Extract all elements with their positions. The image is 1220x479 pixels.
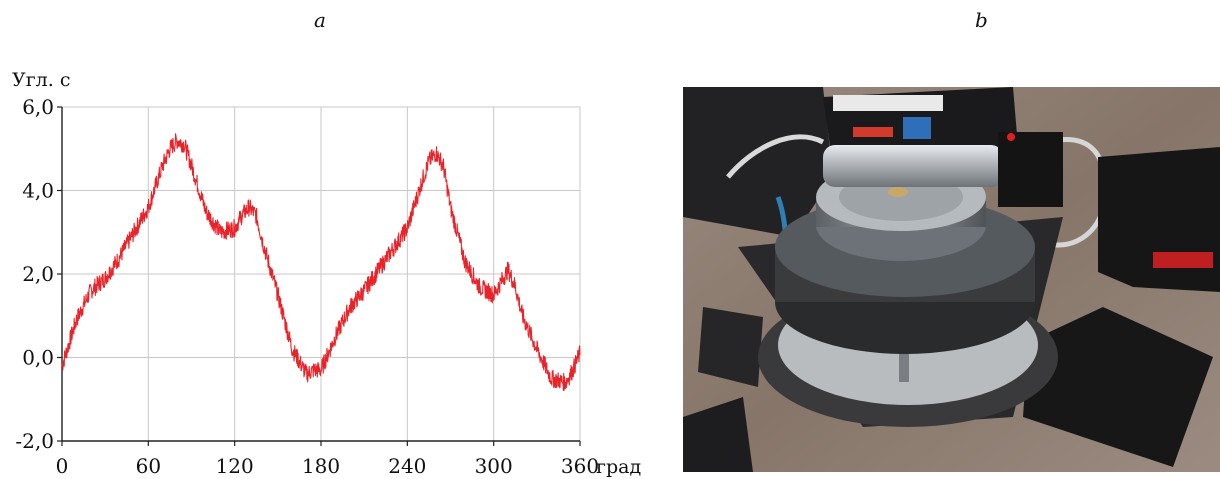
rotary-stand-photo-art: [683, 87, 1220, 472]
y-tick-label: 2,0: [22, 262, 54, 286]
y-axis-title: Угл. с: [12, 69, 70, 91]
chart-axes: [57, 106, 581, 446]
x-tick-label: 0: [56, 454, 69, 478]
chart-series: [61, 133, 581, 391]
x-tick-label: 300: [475, 454, 513, 478]
x-tick-label: 360: [561, 454, 599, 478]
chart-grid: [62, 106, 581, 441]
angle-error-chart: -2,0 0,0 2,0 4,0 6,0 0 60 120 180 240 300 360 Угл. …: [12, 69, 641, 478]
chart-tick-labels: -2,0 0,0 2,0 4,0 6,0 0 60 120 180 240 300 360: [15, 95, 599, 478]
y-tick-label: 6,0: [22, 95, 54, 119]
panel-label-a: a: [314, 8, 326, 32]
y-tick-label: 4,0: [22, 179, 54, 203]
series-line: [61, 133, 581, 391]
x-tick-label: 60: [136, 454, 161, 478]
rotary-stand-photo: [683, 87, 1220, 472]
x-tick-label: 180: [302, 454, 340, 478]
panel-label-b: b: [975, 8, 988, 32]
x-tick-label: 120: [216, 454, 254, 478]
x-tick-label: 240: [388, 454, 426, 478]
y-tick-label: 0,0: [22, 346, 54, 370]
x-axis-title: град: [596, 456, 641, 478]
y-tick-label: -2,0: [15, 429, 54, 453]
